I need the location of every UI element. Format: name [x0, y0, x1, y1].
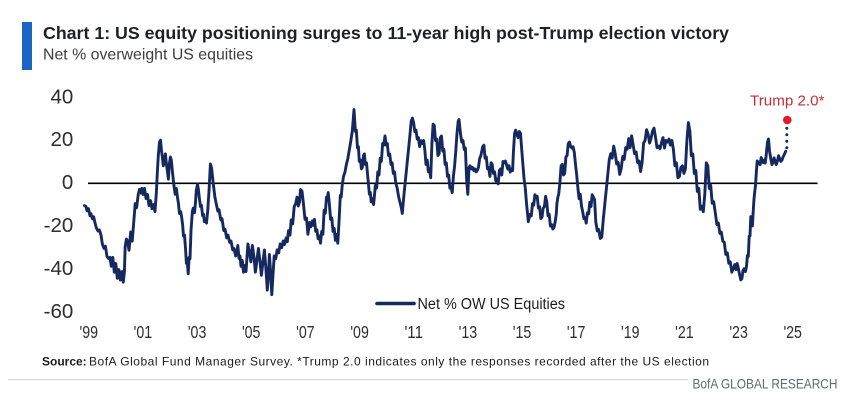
svg-text:Trump 2.0*: Trump 2.0*	[750, 94, 825, 110]
svg-text:'15: '15	[513, 322, 532, 342]
svg-text:'03: '03	[188, 322, 207, 342]
svg-text:-40: -40	[44, 257, 74, 280]
svg-text:Source:: Source:	[42, 355, 87, 369]
svg-text:'21: '21	[675, 322, 694, 342]
svg-text:Chart 1: US equity positioning: Chart 1: US equity positioning surges to…	[43, 23, 729, 43]
svg-text:-20: -20	[44, 214, 74, 237]
svg-text:'09: '09	[350, 322, 369, 342]
svg-text:Net % OW US Equities: Net % OW US Equities	[418, 296, 566, 313]
svg-text:40: 40	[50, 85, 73, 108]
svg-text:'19: '19	[621, 322, 640, 342]
svg-text:BofA GLOBAL RESEARCH: BofA GLOBAL RESEARCH	[693, 376, 838, 391]
svg-text:'23: '23	[729, 322, 748, 342]
svg-text:'25: '25	[783, 322, 802, 342]
svg-text:'11: '11	[404, 322, 423, 342]
svg-text:'01: '01	[134, 322, 153, 342]
svg-text:'13: '13	[459, 322, 478, 342]
svg-text:'07: '07	[296, 322, 315, 342]
svg-text:'05: '05	[242, 322, 261, 342]
svg-text:-60: -60	[44, 300, 74, 323]
svg-text:'17: '17	[567, 322, 586, 342]
svg-text:20: 20	[50, 128, 73, 151]
svg-text:BofA Global Fund Manager Surve: BofA Global Fund Manager Survey. *Trump …	[89, 355, 709, 369]
svg-text:Net % overweight US equities: Net % overweight US equities	[43, 47, 253, 64]
svg-text:'99: '99	[80, 322, 99, 342]
svg-text:0: 0	[62, 171, 73, 194]
